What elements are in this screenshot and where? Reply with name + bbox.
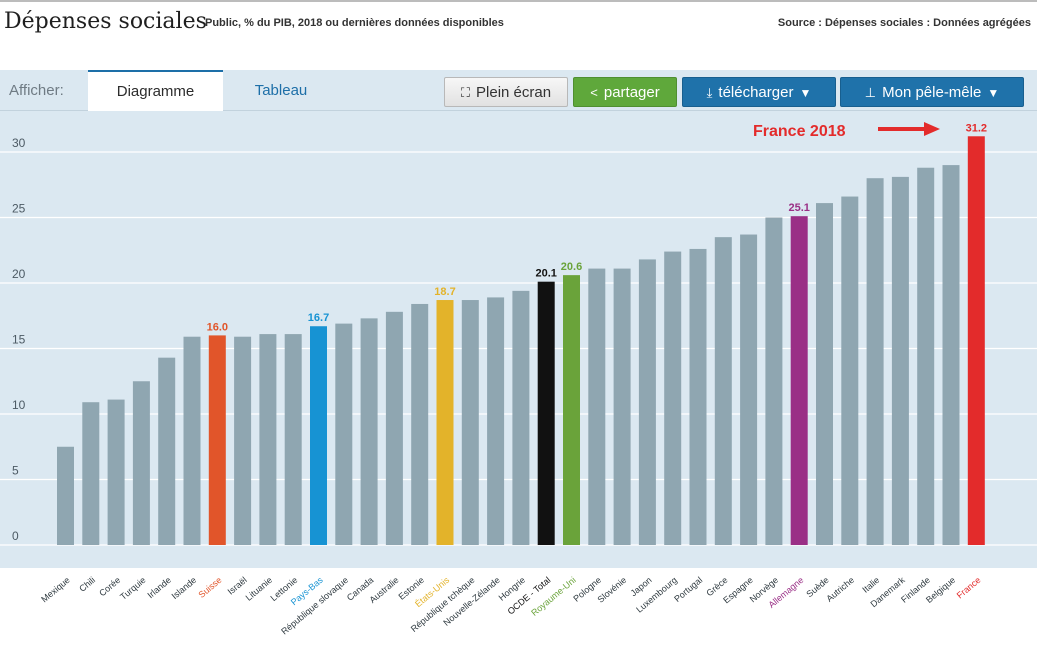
y-tick-label: 20 — [12, 267, 26, 281]
bar[interactable] — [866, 178, 884, 545]
bar[interactable] — [208, 335, 226, 545]
bar[interactable] — [234, 336, 252, 545]
data-label: 16.0 — [207, 321, 228, 333]
bar[interactable] — [816, 203, 833, 545]
bar[interactable] — [310, 326, 327, 545]
pele-mele-button[interactable]: ⊥ Mon pêle-mêle ▼ — [840, 77, 1024, 107]
bar[interactable] — [537, 281, 555, 545]
bar[interactable] — [563, 275, 580, 545]
x-tick-label: Portugal — [672, 575, 704, 604]
y-tick-label: 0 — [12, 529, 19, 543]
bar[interactable] — [360, 318, 378, 545]
x-tick-label: Chili — [77, 575, 97, 594]
fullscreen-button[interactable]: ⛶ Plein écran — [444, 77, 568, 107]
page-title: Dépenses sociales — [4, 9, 207, 34]
bar[interactable] — [411, 303, 429, 545]
bar[interactable] — [284, 334, 302, 545]
y-tick-label: 25 — [12, 202, 26, 216]
bar[interactable] — [740, 234, 758, 545]
x-axis-labels: Mexique Chili CoréeTurquieIrlandeIslandeSu… — [39, 575, 982, 637]
label-layer: 16.0 16.7 18.7 20.1 20.6 25.1 31.2 — [207, 122, 987, 333]
expand-icon: ⛶ — [460, 85, 471, 100]
chevron-down-icon: ▼ — [799, 86, 812, 100]
top-divider — [0, 0, 1037, 2]
tab-table[interactable]: Tableau — [236, 70, 326, 111]
bar[interactable] — [891, 176, 909, 545]
share-label: partager — [603, 84, 660, 101]
x-tick-label: Turquie — [118, 575, 148, 602]
tab-diagram[interactable]: Diagramme — [88, 70, 223, 111]
bar[interactable] — [714, 237, 732, 545]
bar[interactable] — [841, 196, 859, 545]
y-tick-label: 10 — [12, 398, 26, 412]
x-tick-label: Suisse — [196, 575, 223, 600]
y-tick-label: 30 — [12, 136, 26, 150]
chevron-down-icon: ▼ — [987, 86, 1000, 100]
x-tick-label: Slovénie — [596, 575, 629, 605]
bar[interactable] — [942, 165, 960, 545]
download-button[interactable]: ⤓ télécharger ▼ — [682, 77, 836, 107]
data-label: 18.7 — [434, 286, 455, 298]
bar[interactable] — [158, 357, 176, 545]
bar[interactable] — [664, 251, 682, 545]
bar[interactable] — [259, 334, 277, 545]
annotation-arrow-shaft — [878, 127, 926, 131]
download-label: télécharger — [718, 84, 794, 101]
x-tick-label: Mexique — [39, 575, 71, 605]
share-icon: < — [590, 85, 598, 100]
x-tick-label: Lituanie — [244, 575, 275, 603]
data-label: 31.2 — [966, 122, 987, 134]
bar[interactable] — [335, 323, 353, 545]
x-tick-label: Italie — [860, 575, 881, 595]
bar[interactable] — [132, 381, 150, 545]
bar[interactable] — [183, 336, 201, 545]
bar[interactable] — [689, 248, 707, 545]
source-link[interactable]: Source : Dépenses sociales : Données agr… — [777, 17, 1031, 29]
bar[interactable] — [82, 402, 100, 545]
bar[interactable] — [107, 399, 125, 545]
data-label: 16.7 — [308, 312, 329, 324]
x-tick-label: Irlande — [145, 575, 173, 600]
page-subtitle: Public, % du PIB, 2018 ou dernières donn… — [205, 17, 504, 29]
bar[interactable] — [385, 311, 403, 545]
bar[interactable] — [57, 446, 74, 545]
share-button[interactable]: < partager — [573, 77, 677, 107]
toolbar-divider — [0, 110, 1037, 111]
data-label: 20.6 — [561, 261, 582, 273]
bar[interactable] — [436, 300, 454, 545]
x-tick-label: Autriche — [824, 575, 856, 604]
bar[interactable] — [588, 268, 606, 545]
data-label: 20.1 — [535, 268, 556, 280]
bar[interactable] — [917, 167, 935, 545]
annotation-arrow-head — [924, 122, 940, 136]
y-tick-label: 5 — [12, 464, 19, 478]
show-label: Afficher: — [9, 82, 64, 99]
bar[interactable] — [967, 136, 985, 545]
tab-diagram-label: Diagramme — [116, 83, 195, 100]
download-icon: ⤓ — [706, 85, 713, 100]
annotation-layer: France 2018 — [753, 122, 940, 140]
bar-layer — [57, 136, 985, 545]
bar[interactable] — [461, 300, 479, 545]
tab-table-label: Tableau — [254, 82, 308, 99]
pin-icon: ⊥ — [864, 85, 877, 100]
bar[interactable] — [765, 217, 783, 546]
y-tick-label: 15 — [12, 333, 26, 347]
bar[interactable] — [613, 268, 631, 545]
x-tick-label: Islande — [170, 575, 199, 601]
bar[interactable] — [487, 297, 505, 545]
bar[interactable] — [512, 290, 530, 545]
bar[interactable] — [638, 259, 656, 545]
pele-mele-label: Mon pêle-mêle — [882, 84, 982, 101]
annotation-label: France 2018 — [753, 123, 846, 140]
fullscreen-label: Plein écran — [476, 84, 552, 101]
data-label: 25.1 — [788, 202, 809, 214]
x-tick-label: France — [955, 575, 983, 601]
bar[interactable] — [790, 216, 808, 545]
bar-chart: 0 5 10 15 20 25 30 16.0 16.7 18.7 20.1 20.6 25.1 31.… — [0, 122, 1037, 637]
